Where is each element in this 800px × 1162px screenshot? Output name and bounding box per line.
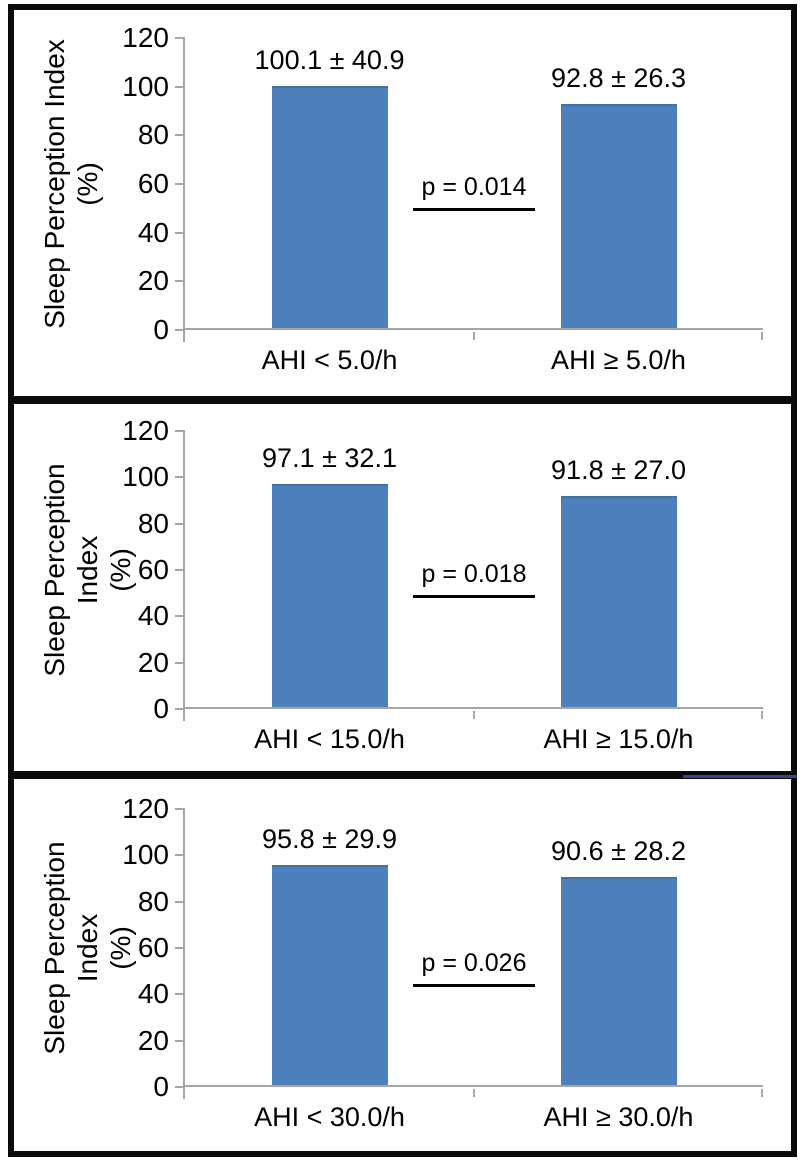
y-tick — [175, 615, 183, 618]
bar-right — [560, 496, 677, 709]
p-value-label: p = 0.026 — [421, 949, 527, 978]
chart-panel-ahi-15: Sleep Perception Index (%) 97.1 ± 32.1 9… — [8, 398, 797, 777]
plot-area: 95.8 ± 29.9 90.6 ± 28.2 p = 0.026 AHI < … — [122, 795, 763, 1131]
y-tick-label: 20 — [137, 265, 169, 297]
y-tick — [175, 183, 183, 185]
p-value-label: p = 0.014 — [421, 172, 527, 201]
y-tick — [175, 85, 183, 88]
plot-area: 100.1 ± 40.9 92.8 ± 26.3 p = 0.014 AHI <… — [122, 24, 763, 374]
p-value-line — [413, 984, 535, 988]
y-tick-label: 120 — [122, 793, 169, 824]
y-axis-line — [183, 808, 185, 1099]
y-tick-label: 0 — [153, 693, 169, 724]
plot-area: 97.1 ± 32.1 91.8 ± 27.0 p = 0.018 AHI < … — [122, 417, 763, 753]
y-tick-label: 80 — [137, 885, 169, 917]
y-tick-label: 40 — [137, 978, 169, 1010]
y-tick — [175, 708, 183, 710]
y-tick-label: 120 — [122, 415, 169, 446]
chart-panel-ahi-30: Sleep Perception Index (%) 95.8 ± 29.9 9… — [8, 773, 797, 1157]
x-category-label: AHI < 15.0/h — [254, 724, 405, 754]
y-tick-label: 40 — [137, 216, 169, 248]
bar-left — [271, 86, 388, 330]
bar-value-label: 95.8 ± 29.9 — [262, 824, 397, 855]
y-tick-label: 40 — [137, 600, 169, 632]
y-tick — [175, 569, 183, 571]
y-tick-label: 20 — [137, 1024, 169, 1056]
x-tick-middle — [473, 1089, 475, 1097]
y-tick — [175, 430, 183, 432]
y-tick — [175, 231, 183, 234]
bar-left — [271, 484, 388, 709]
y-tick — [175, 522, 183, 525]
bar-value-label: 90.6 ± 28.2 — [551, 836, 686, 867]
y-tick — [175, 37, 183, 39]
y-tick-label: 60 — [137, 932, 169, 963]
y-axis-title: Sleep Perception Index (%) — [38, 431, 136, 709]
artifact-blue-line — [683, 775, 797, 778]
x-tick-middle — [473, 711, 475, 719]
bar-value-label: 100.1 ± 40.9 — [254, 45, 405, 76]
x-category-label: AHI ≥ 15.0/h — [543, 724, 694, 754]
y-axis-title: Sleep Perception Index (%) — [38, 38, 104, 330]
y-tick-label: 120 — [122, 22, 169, 53]
bar-right — [560, 104, 677, 330]
y-tick — [175, 947, 183, 949]
y-tick — [175, 476, 183, 479]
x-tick-right — [761, 711, 763, 719]
y-tick — [175, 280, 183, 283]
y-tick — [175, 1086, 183, 1088]
y-tick-label: 80 — [137, 507, 169, 539]
bar-left — [271, 865, 388, 1087]
bar-value-label: 91.8 ± 27.0 — [551, 455, 686, 486]
y-axis-title: Sleep Perception Index (%) — [38, 809, 136, 1087]
p-value-line — [413, 594, 535, 598]
x-axis-line — [183, 707, 763, 709]
y-axis-title-unit: (%) — [72, 162, 103, 206]
bar-right — [560, 877, 677, 1087]
y-axis-title-text: Sleep Perception Index — [39, 463, 103, 677]
chart-panel-ahi-5: Sleep Perception Index (%) 100.1 ± 40.9 … — [8, 4, 797, 402]
y-tick — [175, 808, 183, 810]
x-category-label: AHI < 30.0/h — [254, 1102, 405, 1132]
p-value-line — [413, 207, 535, 211]
y-tick — [175, 329, 183, 331]
x-category-label: AHI ≥ 5.0/h — [551, 345, 686, 375]
y-tick-label: 80 — [137, 119, 169, 151]
y-axis-line — [183, 430, 185, 721]
x-tick-right — [761, 1089, 763, 1097]
y-tick — [175, 661, 183, 664]
p-value-label: p = 0.018 — [421, 559, 527, 588]
y-tick-label: 0 — [153, 1071, 169, 1102]
y-tick — [175, 993, 183, 996]
bar-value-label: 97.1 ± 32.1 — [262, 443, 397, 474]
bar-value-label: 92.8 ± 26.3 — [551, 63, 686, 94]
y-tick-label: 20 — [137, 646, 169, 678]
y-tick-label: 100 — [122, 839, 169, 871]
x-axis-line — [183, 328, 763, 330]
y-axis-title-text: Sleep Perception Index — [39, 39, 70, 329]
x-tick-right — [761, 332, 763, 340]
x-tick-middle — [473, 332, 475, 340]
y-tick — [175, 134, 183, 137]
y-tick — [175, 854, 183, 857]
y-tick-label: 60 — [137, 168, 169, 199]
y-tick-label: 0 — [153, 314, 169, 345]
y-tick — [175, 900, 183, 903]
y-tick-label: 60 — [137, 554, 169, 585]
x-axis-line — [183, 1085, 763, 1087]
y-axis-title-text: Sleep Perception Index — [39, 841, 103, 1055]
y-tick-label: 100 — [122, 70, 169, 102]
y-tick — [175, 1039, 183, 1042]
x-category-label: AHI < 5.0/h — [261, 345, 398, 375]
y-tick-label: 100 — [122, 461, 169, 493]
y-axis-line — [183, 37, 185, 342]
x-category-label: AHI ≥ 30.0/h — [543, 1102, 694, 1132]
